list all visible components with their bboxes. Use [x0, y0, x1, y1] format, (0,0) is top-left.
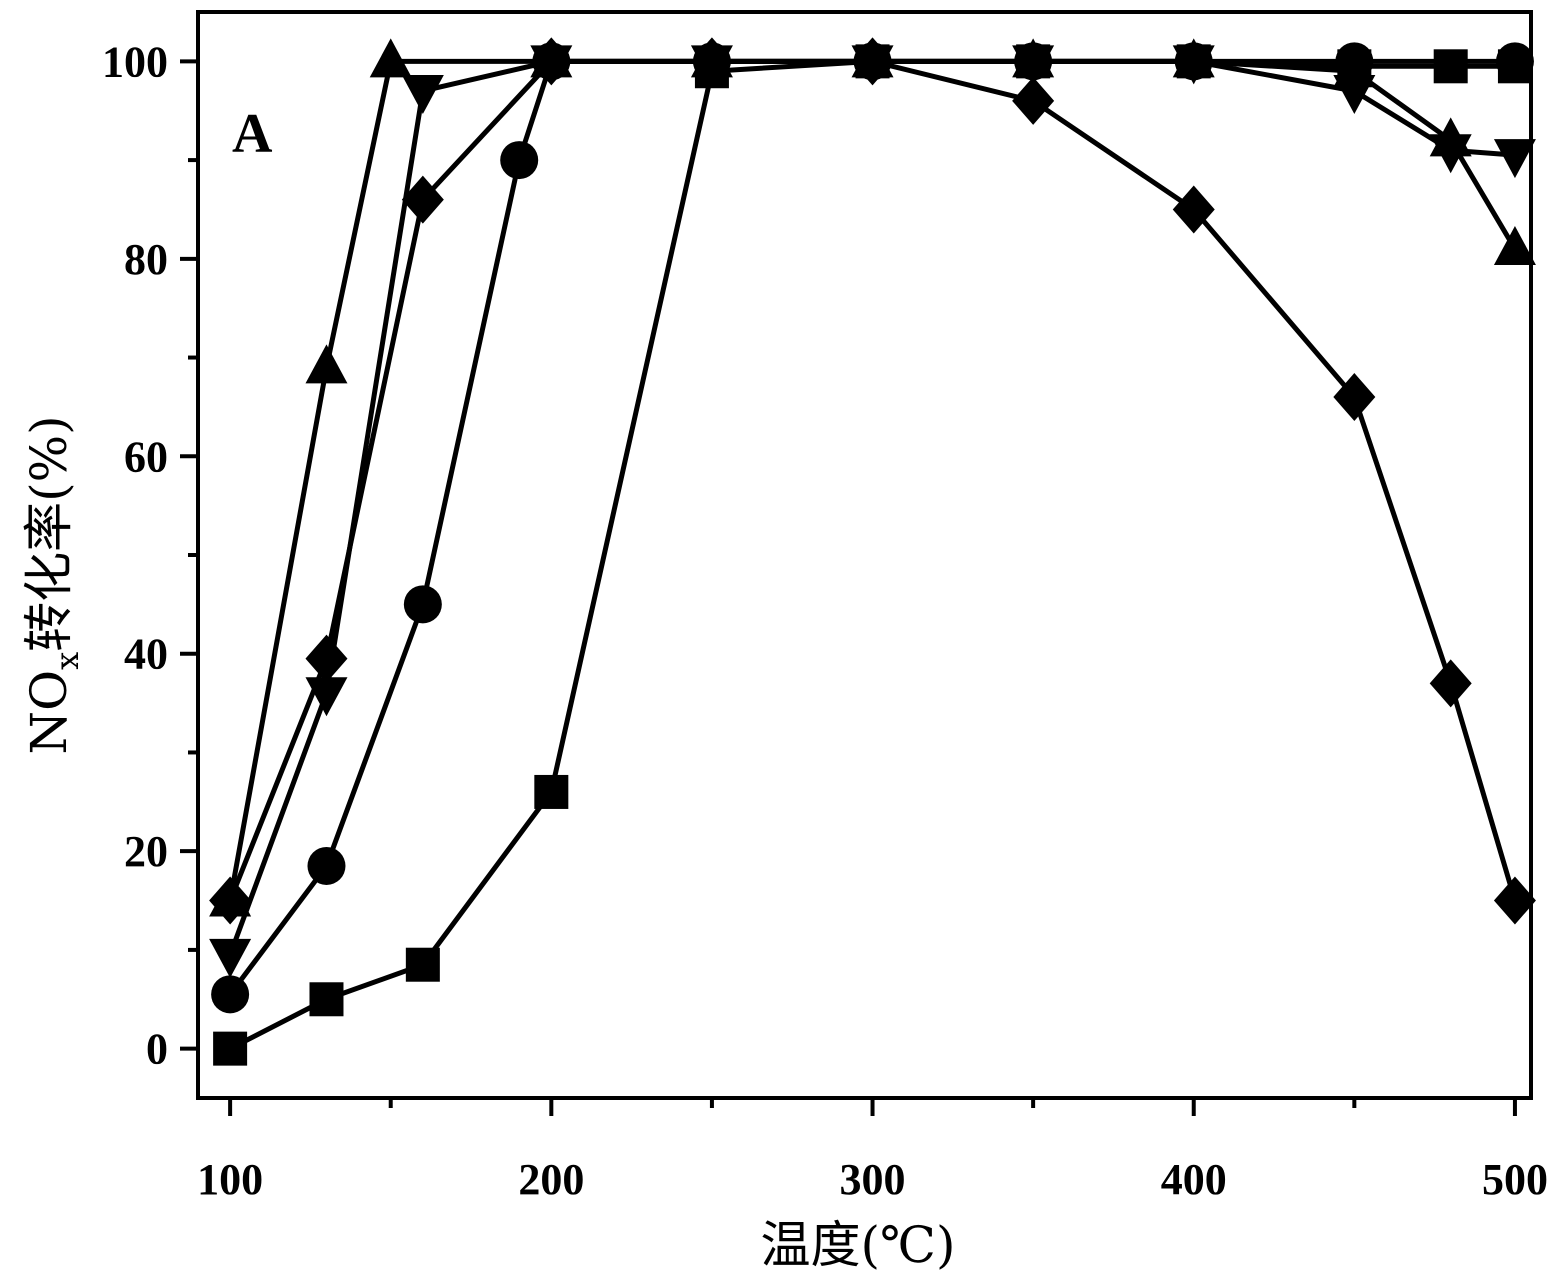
data-point-square-2 — [405, 947, 440, 982]
data-point-triangle-up-10 — [1493, 225, 1536, 265]
data-point-triangle-down-7 — [1172, 45, 1215, 85]
x-tick-label-300: 300 — [840, 1155, 906, 1204]
series-layer — [209, 37, 1536, 1066]
data-point-diamond-0 — [209, 876, 252, 925]
data-point-circle-1 — [307, 846, 346, 885]
x-axis-title: 温度(℃) — [761, 1216, 956, 1274]
data-point-diamond-6 — [1012, 76, 1055, 125]
data-point-square-9 — [1433, 49, 1468, 84]
x-tick-label-400: 400 — [1161, 1155, 1227, 1204]
data-point-triangle-up-1 — [305, 344, 348, 384]
series-triangle-down — [209, 45, 1536, 978]
data-point-circle-2 — [403, 585, 442, 624]
svg-text:NOx转化率(%): NOx转化率(%) — [20, 415, 86, 754]
data-point-square-1 — [309, 982, 344, 1017]
data-point-square-0 — [213, 1031, 248, 1066]
data-point-diamond-2 — [401, 175, 444, 224]
x-tick-label-200: 200 — [518, 1155, 584, 1204]
y-axis-title: NOx转化率(%) — [20, 415, 86, 754]
data-point-triangle-down-2 — [401, 74, 444, 114]
y-tick-label-100: 100 — [102, 37, 168, 86]
series-diamond — [209, 37, 1536, 925]
data-point-square-3 — [534, 774, 569, 809]
data-point-triangle-down-9 — [1429, 134, 1472, 174]
x-tick-label-100: 100 — [197, 1155, 263, 1204]
data-point-triangle-down-10 — [1493, 139, 1536, 179]
data-point-triangle-down-0 — [209, 938, 252, 978]
data-point-diamond-1 — [305, 634, 348, 683]
y-tick-label-0: 0 — [146, 1025, 168, 1074]
y-tick-label-40: 40 — [124, 630, 168, 679]
y-tick-label-20: 20 — [124, 827, 168, 876]
data-point-triangle-up-2 — [369, 38, 412, 78]
data-point-diamond-4 — [690, 37, 733, 86]
y-tick-label-60: 60 — [124, 432, 168, 481]
data-point-diamond-3 — [530, 37, 573, 86]
y-axis-title-subscript: x — [48, 652, 86, 670]
data-point-triangle-down-8 — [1333, 74, 1376, 114]
data-point-diamond-7 — [1172, 185, 1215, 234]
x-tick-label-500: 500 — [1482, 1155, 1547, 1204]
data-point-diamond-8 — [1333, 373, 1376, 422]
y-axis-title-rest: 转化率(%) — [20, 415, 78, 652]
axis-layer: 100 200 300 400 500 0 20 40 60 80 100 — [102, 37, 1547, 1204]
data-point-diamond-5 — [851, 37, 894, 86]
data-point-circle-3 — [500, 141, 539, 180]
plot-frame — [196, 10, 1533, 1100]
data-point-circle-0 — [211, 975, 250, 1014]
data-point-triangle-down-6 — [1012, 45, 1055, 85]
y-tick-label-80: 80 — [124, 235, 168, 284]
data-point-circle-10 — [1495, 42, 1534, 81]
data-point-diamond-10 — [1493, 876, 1536, 925]
panel-label: A — [232, 103, 273, 165]
y-axis-title-main: NO — [20, 670, 78, 755]
data-point-diamond-9 — [1429, 659, 1472, 708]
